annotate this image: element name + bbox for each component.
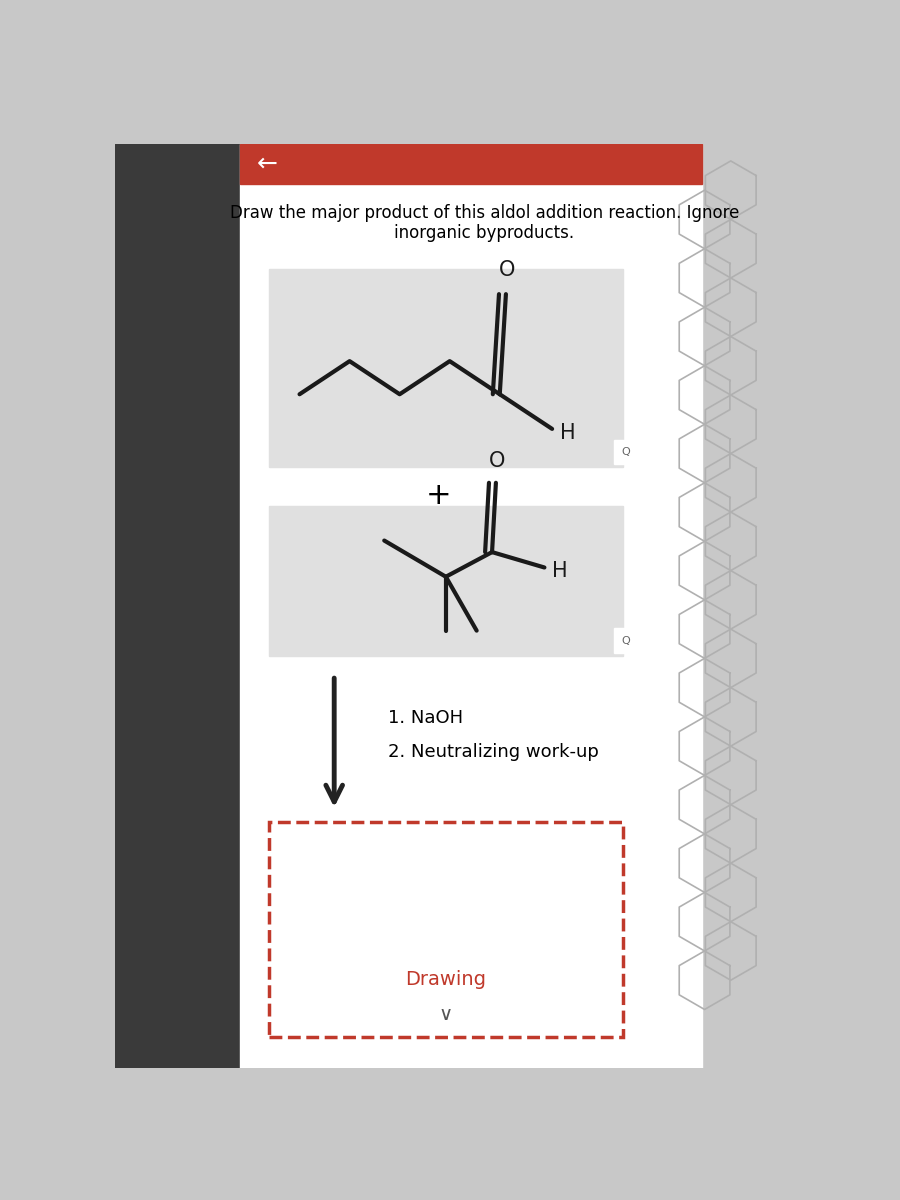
- Text: +: +: [426, 481, 451, 510]
- Text: ←: ←: [257, 152, 278, 176]
- Text: O: O: [500, 260, 516, 281]
- Text: 1. NaOH: 1. NaOH: [388, 709, 464, 727]
- Bar: [269, 506, 623, 656]
- Text: Q: Q: [622, 636, 630, 646]
- Text: 2. Neutralizing work-up: 2. Neutralizing work-up: [388, 743, 599, 761]
- Text: O: O: [490, 451, 506, 472]
- Bar: [269, 269, 623, 467]
- Text: Draw the major product of this aldol addition reaction. Ignore: Draw the major product of this aldol add…: [230, 204, 739, 222]
- Bar: [614, 629, 638, 653]
- Text: inorganic byproducts.: inorganic byproducts.: [394, 223, 574, 241]
- Bar: [240, 144, 702, 184]
- Bar: [240, 144, 702, 1068]
- Bar: [614, 439, 638, 464]
- Bar: [115, 144, 240, 1068]
- Text: H: H: [552, 562, 568, 581]
- Text: Q: Q: [622, 446, 630, 457]
- Text: ∨: ∨: [438, 1004, 453, 1024]
- Text: Drawing: Drawing: [405, 970, 486, 989]
- Text: H: H: [560, 422, 575, 443]
- Bar: [269, 822, 623, 1037]
